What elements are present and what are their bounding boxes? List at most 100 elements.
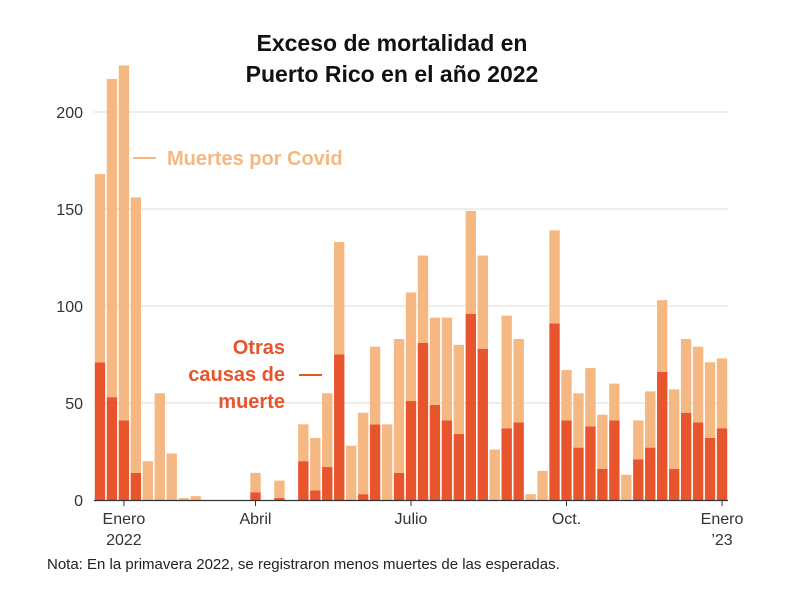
bar-otras-causas — [597, 468, 608, 500]
chart-title-line: Exceso de mortalidad en — [257, 30, 528, 56]
bar-covid — [549, 230, 560, 324]
bar-otras-causas — [334, 354, 345, 500]
bar-otras-causas — [369, 424, 381, 500]
bar-covid — [357, 412, 369, 495]
bar-covid — [585, 368, 596, 427]
bar-otras-causas — [513, 422, 524, 500]
bar-covid — [154, 393, 165, 500]
bar-covid — [190, 496, 201, 500]
bar-otras-causas — [657, 371, 668, 500]
x-tick-label: Enero — [701, 511, 744, 528]
covid-series-label: Muertes por Covid — [167, 148, 343, 170]
bar-covid — [322, 393, 333, 468]
bar-otras-causas — [573, 447, 584, 500]
bar-otras-causas — [322, 467, 333, 500]
bar-covid — [657, 300, 668, 372]
bar-covid — [250, 472, 261, 493]
stacked-bar-chart: Exceso de mortalidad en Puerto Rico en el… — [56, 30, 744, 549]
bar-covid — [692, 346, 704, 423]
bar-covid — [142, 461, 154, 500]
bar-covid — [429, 317, 441, 405]
otras-causas-label: muerte — [218, 391, 285, 413]
chart-note: Nota: En la primavera 2022, se registrar… — [47, 556, 560, 573]
bar-covid — [716, 358, 728, 429]
x-tick-label: Oct. — [552, 511, 581, 528]
x-tick-label: 2022 — [106, 532, 142, 549]
bar-covid — [537, 470, 548, 500]
bar-covid — [298, 424, 309, 462]
bar-covid — [680, 338, 692, 413]
bar-covid — [441, 317, 453, 421]
bar-covid — [704, 362, 716, 438]
bar-covid — [561, 370, 572, 421]
bar-otras-causas — [106, 397, 118, 500]
bar-covid — [405, 292, 417, 402]
bar-otras-causas — [298, 461, 309, 500]
bar-otras-causas — [633, 459, 644, 500]
y-tick-label: 50 — [65, 396, 83, 413]
bar-covid — [525, 494, 536, 500]
x-tick-label: Enero — [103, 511, 146, 528]
x-tick-label: ’23 — [711, 532, 732, 549]
chart-title-line: Puerto Rico en el año 2022 — [246, 61, 539, 87]
bar-covid — [106, 79, 118, 398]
bar-otras-causas — [393, 472, 405, 500]
bar-otras-causas — [585, 426, 596, 500]
bar-otras-causas — [668, 468, 680, 500]
bar-covid — [513, 338, 524, 423]
bar-covid — [645, 391, 656, 448]
bar-covid — [346, 445, 357, 500]
bar-covid — [393, 338, 405, 473]
y-tick-label: 0 — [74, 493, 83, 510]
bar-otras-causas — [704, 437, 716, 500]
bar-otras-causas — [477, 348, 488, 500]
bar-otras-causas — [453, 434, 465, 500]
bar-otras-causas — [645, 447, 656, 500]
y-tick-label: 100 — [56, 299, 83, 316]
bar-otras-causas — [441, 420, 453, 500]
bar-otras-causas — [357, 494, 369, 500]
bar-covid — [369, 346, 381, 425]
bar-covid — [334, 241, 345, 355]
bar-otras-causas — [501, 428, 512, 500]
bar-otras-causas — [130, 472, 142, 500]
bar-otras-causas — [417, 342, 429, 500]
bar-otras-causas — [274, 498, 285, 500]
x-tick-label: Julio — [395, 511, 428, 528]
bar-covid — [633, 420, 644, 460]
bar-covid — [609, 383, 620, 421]
x-tick-label: Abril — [239, 511, 271, 528]
bar-otras-causas — [692, 422, 704, 500]
bar-covid — [381, 424, 393, 500]
bar-covid — [668, 389, 680, 469]
bar-otras-causas — [310, 490, 321, 500]
bar-covid — [417, 255, 429, 343]
bar-covid — [465, 210, 476, 314]
bar-covid — [489, 449, 500, 500]
bar-covid — [130, 197, 142, 473]
bar-covid — [178, 498, 189, 500]
bar-otras-causas — [465, 313, 476, 500]
bar-otras-causas — [94, 362, 106, 500]
bar-otras-causas — [561, 420, 572, 500]
bar-covid — [274, 480, 285, 499]
bar-covid — [501, 315, 512, 429]
bar-otras-causas — [405, 401, 417, 500]
y-tick-label: 150 — [56, 202, 83, 219]
y-tick-label: 200 — [56, 105, 83, 122]
bar-otras-causas — [118, 420, 130, 500]
bar-otras-causas — [549, 323, 560, 500]
bar-covid — [597, 414, 608, 469]
bar-covid — [118, 65, 130, 421]
bar-covid — [477, 255, 488, 349]
bar-covid — [310, 437, 321, 491]
bar-otras-causas — [680, 412, 692, 500]
bar-otras-causas — [429, 404, 441, 500]
bar-covid — [453, 344, 465, 435]
bar-covid — [94, 174, 106, 363]
bar-otras-causas — [609, 420, 620, 500]
bar-otras-causas — [716, 428, 728, 500]
bar-otras-causas — [250, 492, 261, 500]
bar-covid — [166, 453, 177, 500]
